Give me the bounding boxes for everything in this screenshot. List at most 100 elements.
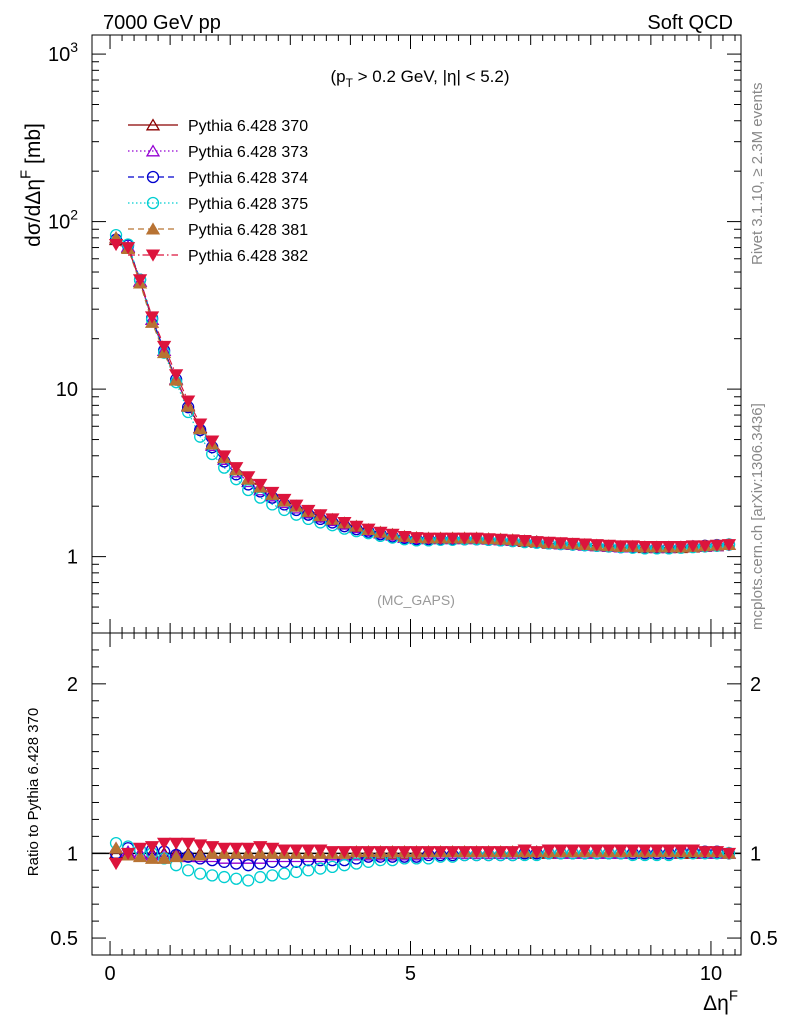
ratio-data-point	[349, 846, 364, 859]
main-y-axis-label: dσ/dΔηF​ [mb]	[18, 123, 45, 247]
main-y-tick-label: 1	[67, 547, 78, 569]
ratio-data-point	[301, 844, 316, 857]
ratio-data-point	[242, 859, 255, 872]
legend-label: Pythia 6.428 381	[188, 222, 308, 239]
ratio-data-point	[218, 870, 231, 884]
ratio-data-point	[132, 850, 148, 863]
ratio-data-point	[314, 862, 327, 875]
main-data-point	[229, 462, 244, 475]
ratio-data-point	[697, 846, 713, 859]
main-data-point	[481, 533, 496, 546]
ratio-data-point	[181, 864, 195, 877]
main-data-point	[277, 493, 292, 506]
ratio-data-point	[529, 846, 544, 859]
x-tick-label: 5	[405, 963, 416, 985]
main-data-point	[108, 239, 124, 252]
cut-label: (pT​ > 0.2 GeV, |η| < 5.2)	[330, 67, 509, 90]
main-data-point	[541, 536, 556, 549]
ratio-data-point	[553, 844, 568, 857]
legend-label: Pythia 6.428 370	[188, 118, 308, 135]
main-data-point	[661, 541, 677, 554]
ratio-y-tick-label-right: 0.5	[750, 928, 778, 950]
ratio-data-point	[290, 865, 303, 879]
main-series-line	[115, 239, 730, 549]
legend-label: Pythia 6.428 382	[188, 248, 308, 265]
rivet-label: Rivet 3.1.10, ≥ 2.3M events	[749, 83, 766, 266]
ratio-data-point	[361, 846, 376, 859]
main-data-point	[361, 523, 376, 536]
ratio-data-point	[132, 842, 148, 855]
ratio-data-point	[373, 846, 388, 859]
ratio-data-point	[278, 867, 291, 880]
ratio-data-point	[505, 846, 520, 859]
main-data-point	[132, 274, 148, 287]
ratio-data-point	[193, 848, 208, 861]
main-data-point	[253, 478, 268, 492]
main-y-tick-label: 102​	[48, 207, 78, 234]
ratio-y-tick-labels: 0.5 0.5 1 1 2 2	[50, 674, 778, 950]
ratio-data-point	[156, 851, 172, 864]
ratio-data-point	[302, 864, 315, 877]
ratio-data-point	[709, 846, 725, 859]
ratio-data-point	[517, 844, 532, 857]
ratio-data-point	[433, 846, 448, 859]
main-data-point	[217, 450, 232, 463]
main-series-points	[108, 229, 737, 555]
ratio-data-point	[326, 860, 339, 874]
ratio-axis-ticks	[92, 632, 741, 956]
main-y-tick-label: 103​	[48, 39, 78, 66]
ratio-y-tick-label: 2	[67, 674, 78, 696]
ratio-data-point	[181, 837, 196, 850]
analysis-label: (MC_GAPS)	[377, 592, 455, 608]
ratio-data-point	[541, 844, 556, 857]
ratio-data-point	[144, 851, 160, 864]
main-data-point	[168, 369, 184, 382]
ratio-data-point	[325, 846, 340, 859]
main-data-point	[517, 534, 532, 548]
ratio-data-point	[120, 847, 136, 860]
main-data-point	[613, 540, 628, 553]
legend-marker	[145, 222, 161, 235]
ratio-data-point	[565, 844, 580, 857]
ratio-data-point	[230, 872, 243, 885]
main-data-point	[649, 541, 665, 554]
header-left: 7000 GeV pp	[103, 12, 221, 34]
main-data-point	[457, 532, 472, 545]
ratio-data-point	[421, 846, 436, 859]
main-panel: 1 10 102​ 103​ dσ/dΔηF​ [mb] (pT​ > 0.2 GeV…	[18, 34, 742, 634]
main-data-point	[385, 528, 400, 541]
main-series-line	[115, 237, 730, 549]
ratio-data-point	[589, 844, 604, 857]
ratio-data-point	[253, 841, 268, 854]
main-data-point	[409, 532, 424, 545]
ratio-data-point	[206, 869, 219, 882]
ratio-data-point	[337, 846, 352, 859]
ratio-data-point	[181, 848, 196, 861]
main-data-point	[193, 418, 208, 431]
main-data-point	[120, 242, 136, 255]
x-axis-label: ΔηF​	[703, 988, 738, 1015]
main-data-point	[373, 526, 388, 539]
legend-label: Pythia 6.428 375	[188, 196, 308, 213]
main-axis-ticks	[92, 35, 741, 633]
ratio-data-point	[661, 844, 677, 857]
ratio-data-point	[409, 846, 424, 859]
ratio-data-point	[481, 846, 496, 859]
ratio-data-point	[217, 842, 232, 855]
ratio-frame	[91, 632, 742, 956]
main-data-point	[301, 504, 316, 517]
main-y-tick-labels: 1 10 102​ 103​	[48, 39, 78, 569]
legend-marker	[146, 170, 160, 184]
main-series-line	[115, 237, 730, 548]
ratio-y-tick-label: 0.5	[50, 928, 78, 950]
main-data-point	[577, 538, 592, 551]
ratio-series-points	[108, 836, 737, 887]
main-data-point	[156, 340, 172, 354]
ratio-data-point	[266, 869, 279, 882]
main-data-point	[337, 516, 352, 530]
ratio-data-point	[108, 858, 124, 871]
main-data-point	[241, 471, 256, 484]
ratio-data-point	[673, 844, 689, 857]
main-data-point	[469, 532, 484, 545]
